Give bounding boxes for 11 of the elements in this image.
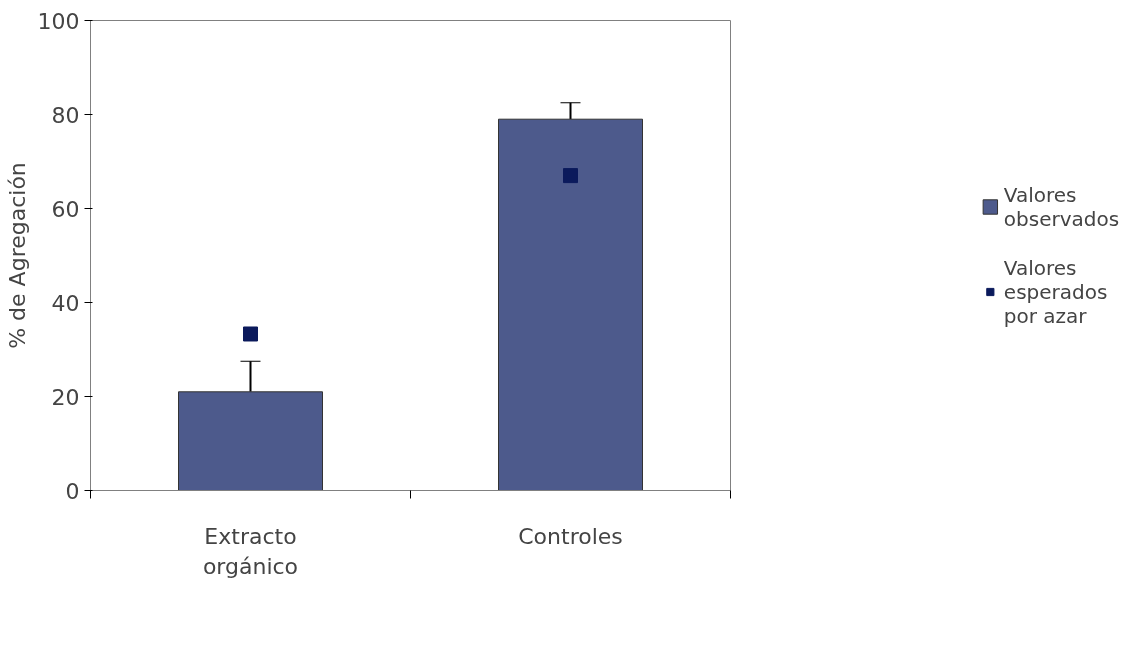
legend-label: Valores observados <box>1003 182 1120 231</box>
y-tick-label: 60 <box>51 196 80 222</box>
y-tick-label: 20 <box>51 384 80 410</box>
legend-label: Valores esperados por azar <box>1003 255 1108 328</box>
y-tick-label: 0 <box>65 478 80 504</box>
y-tick-label: 100 <box>37 8 80 34</box>
y-tick-label: 80 <box>51 102 80 128</box>
x-tick-label: Extracto orgánico <box>202 523 299 579</box>
x-tick-label: Controles <box>518 523 623 549</box>
y-axis-title: % de Agregación <box>4 162 30 349</box>
y-tick-label: 40 <box>51 290 80 316</box>
